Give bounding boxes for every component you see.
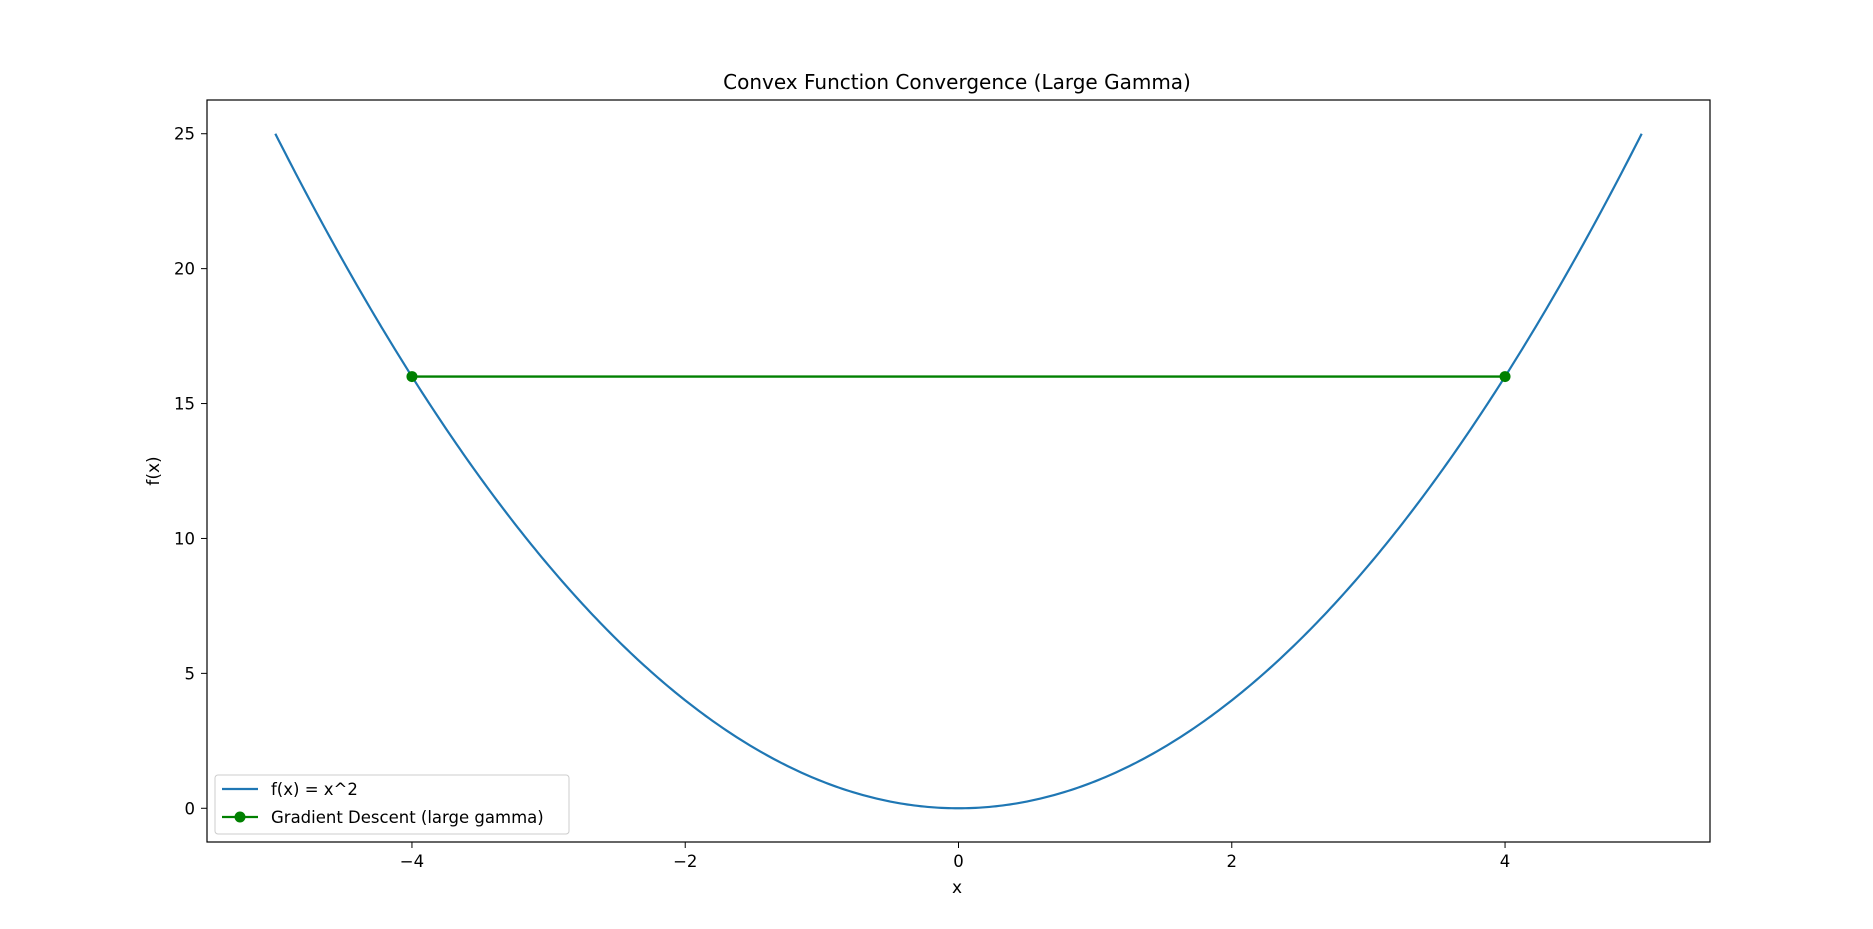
- x-tick-label: 4: [1500, 852, 1511, 871]
- y-tick-label: 5: [185, 664, 196, 683]
- chart-title: Convex Function Convergence (Large Gamma…: [723, 70, 1191, 94]
- y-axis: 0 5 10 15 20 25: [174, 125, 207, 818]
- legend-label-gd: Gradient Descent (large gamma): [271, 808, 544, 827]
- y-tick-label: 25: [174, 125, 195, 144]
- legend-marker-gd: [234, 811, 246, 823]
- x-tick-label: 0: [953, 852, 964, 871]
- x-tick-label: −2: [673, 852, 697, 871]
- y-tick-label: 10: [174, 529, 195, 548]
- x-axis-label: x: [952, 878, 962, 898]
- y-tick-label: 15: [174, 395, 195, 414]
- series-layer: [274, 133, 1643, 810]
- y-tick-label: 0: [185, 799, 196, 818]
- gradient-descent-point: [406, 371, 418, 383]
- y-tick-label: 20: [174, 260, 195, 279]
- series-line-fx: [274, 133, 1643, 810]
- legend: f(x) = x^2 Gradient Descent (large gamma…: [214, 774, 570, 835]
- x-axis: −4 −2 0 2 4: [400, 842, 1511, 871]
- plot-area: [206, 99, 1711, 843]
- gradient-descent-point: [1499, 371, 1511, 383]
- x-tick-label: −4: [400, 852, 424, 871]
- y-axis-label: f(x): [144, 456, 164, 485]
- x-tick-label: 2: [1227, 852, 1238, 871]
- legend-label-fx: f(x) = x^2: [271, 780, 358, 799]
- legend-box: [214, 774, 570, 835]
